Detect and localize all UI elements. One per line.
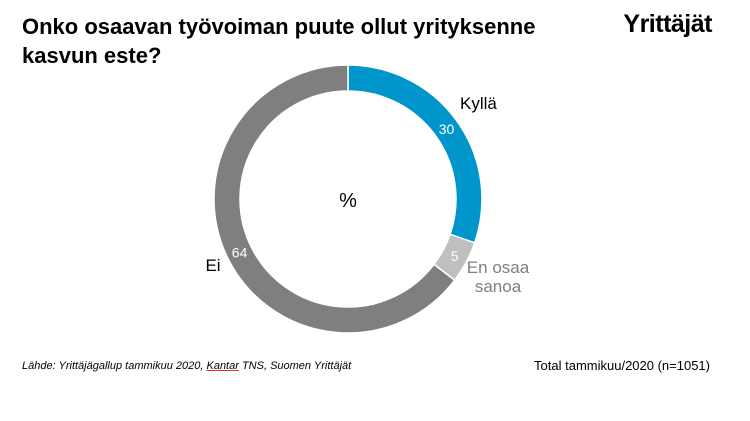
donut-labels: 30 Kyllä 5 En osaa sanoa 64 Ei <box>205 94 529 296</box>
category-label-2: Ei <box>205 256 220 275</box>
value-label-1: 5 <box>451 248 459 264</box>
category-label-1: En osaa sanoa <box>467 258 530 296</box>
brand-logo: Yrittäjät <box>623 10 712 38</box>
center-label: % <box>339 190 357 212</box>
donut-slices <box>213 64 483 334</box>
value-label-2: 64 <box>232 245 248 261</box>
source-prefix: Lähde: Yrittäjägallup tammikuu 2020, <box>22 360 207 372</box>
slice-2 <box>213 64 456 334</box>
chart-title: Onko osaavan työvoiman puute ollut yrity… <box>22 14 536 68</box>
source-suffix: TNS, Suomen Yrittäjät <box>238 360 352 372</box>
category-label-0: Kyllä <box>460 94 497 113</box>
source-note: Lähde: Yrittäjägallup tammikuu 2020, Kan… <box>22 360 351 372</box>
slice-0 <box>347 64 483 244</box>
source-kantar: Kantar <box>206 360 239 372</box>
sample-total: Total tammikuu/2020 (n=1051) <box>534 358 710 373</box>
value-label-0: 30 <box>439 121 455 137</box>
